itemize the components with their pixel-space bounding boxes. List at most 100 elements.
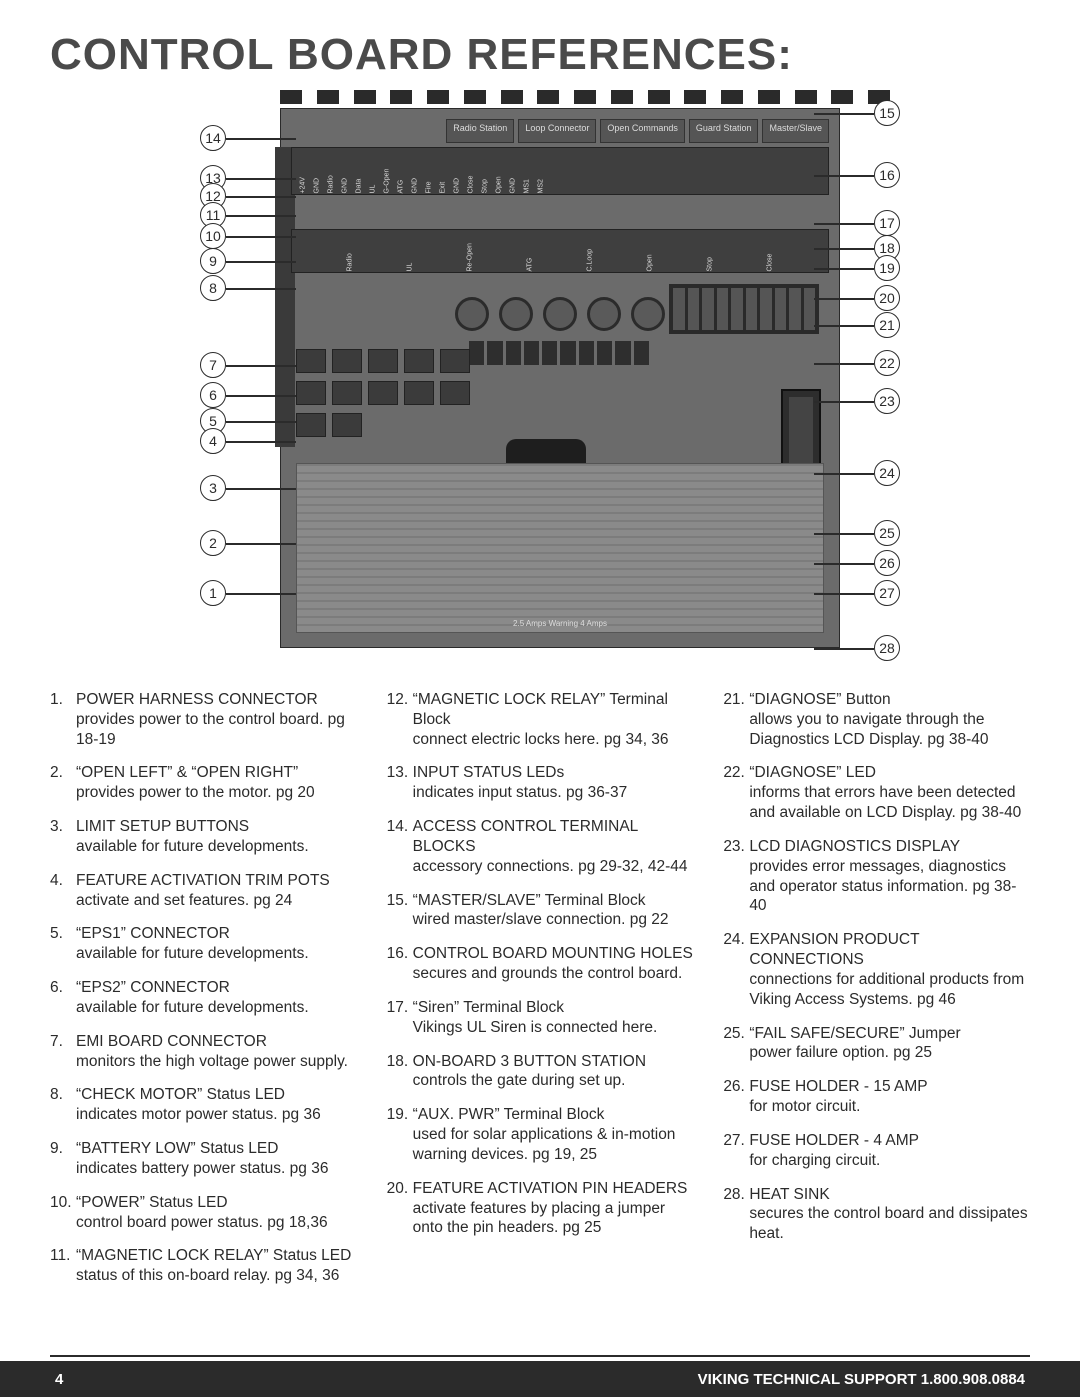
leader-line	[814, 401, 874, 403]
reference-item: 21.“DIAGNOSE” Buttonallows you to naviga…	[723, 690, 1030, 749]
callout-21: 21	[874, 312, 900, 338]
board-diagram: Radio StationLoop ConnectorOpen Commands…	[180, 90, 900, 665]
reference-number: 1.	[50, 690, 63, 710]
reference-number: 15.	[387, 891, 409, 911]
callout-20: 20	[874, 285, 900, 311]
reference-item: 10.“POWER” Status LEDcontrol board power…	[50, 1193, 357, 1233]
callout-19: 19	[874, 255, 900, 281]
callout-28: 28	[874, 635, 900, 661]
callout-22: 22	[874, 350, 900, 376]
reference-desc: indicates input status. pg 36-37	[413, 783, 694, 803]
reference-desc: status of this on-board relay. pg 34, 36	[76, 1266, 357, 1286]
reference-item: 22.“DIAGNOSE” LEDinforms that errors hav…	[723, 763, 1030, 822]
leader-line	[814, 563, 874, 565]
reference-number: 27.	[723, 1131, 745, 1151]
reference-number: 17.	[387, 998, 409, 1018]
leader-line	[226, 365, 296, 367]
reference-number: 13.	[387, 763, 409, 783]
terminal-block-row-2: RadioULRe-OpenATGC.LoopOpenStopClose	[291, 229, 829, 273]
reference-item: 15.“MASTER/SLAVE” Terminal Blockwired ma…	[387, 891, 694, 931]
reference-title: “MAGNETIC LOCK RELAY” Terminal Block	[413, 690, 694, 730]
reference-desc: provides power to the control board. pg …	[76, 710, 357, 750]
terminal-header-label: Open Commands	[600, 119, 685, 143]
leader-line	[814, 223, 874, 225]
callout-6: 6	[200, 382, 226, 408]
leader-line	[226, 261, 296, 263]
heat-sink: 2.5 Amps Warning 4 Amps	[296, 463, 824, 633]
leader-line	[814, 533, 874, 535]
reference-item: 5. “EPS1” CONNECTORavailable for future d…	[50, 924, 357, 964]
reference-title: “DIAGNOSE” LED	[749, 763, 1030, 783]
reference-item: 12.“MAGNETIC LOCK RELAY” Terminal Blockc…	[387, 690, 694, 749]
reference-desc: controls the gate during set up.	[413, 1071, 694, 1091]
callout-9: 9	[200, 248, 226, 274]
reference-title: “EPS1” CONNECTOR	[76, 924, 357, 944]
reference-number: 10.	[50, 1193, 72, 1213]
reference-item: 9.“BATTERY LOW” Status LED indicates bat…	[50, 1139, 357, 1179]
terminal-header-label: Master/Slave	[762, 119, 829, 143]
reference-title: “CHECK MOTOR” Status LED	[76, 1085, 357, 1105]
reference-desc: available for future developments.	[76, 944, 357, 964]
callout-1: 1	[200, 580, 226, 606]
reference-desc: available for future developments.	[76, 837, 357, 857]
reference-desc: informs that errors have been detected a…	[749, 783, 1030, 823]
reference-title: EMI BOARD CONNECTOR	[76, 1032, 357, 1052]
page-title: CONTROL BOARD REFERENCES:	[50, 30, 1030, 80]
callout-3: 3	[200, 475, 226, 501]
callout-7: 7	[200, 352, 226, 378]
callout-14: 14	[200, 125, 226, 151]
reference-number: 5.	[50, 924, 63, 944]
reference-desc: indicates battery power status. pg 36	[76, 1159, 357, 1179]
trim-pot-knob	[499, 297, 533, 331]
terminal-header-label: Guard Station	[689, 119, 759, 143]
reference-item: 28.HEAT SINKsecures the control board an…	[723, 1185, 1030, 1244]
reference-item: 2.“OPEN LEFT” & “OPEN RIGHT”provides pow…	[50, 763, 357, 803]
reference-item: 14.ACCESS CONTROL TERMINAL BLOCKSaccesso…	[387, 817, 694, 876]
terminal-header-row: Radio StationLoop ConnectorOpen Commands…	[281, 119, 829, 143]
callout-16: 16	[874, 162, 900, 188]
reference-desc: connect electric locks here. pg 34, 36	[413, 730, 694, 750]
leader-line	[226, 395, 296, 397]
reference-desc: activate features by placing a jumper on…	[413, 1199, 694, 1239]
reference-desc: available for future developments.	[76, 998, 357, 1018]
callout-23: 23	[874, 388, 900, 414]
callout-25: 25	[874, 520, 900, 546]
reference-title: ACCESS CONTROL TERMINAL BLOCKS	[413, 817, 694, 857]
reference-title: “MASTER/SLAVE” Terminal Block	[413, 891, 694, 911]
leader-line	[226, 441, 296, 443]
reference-title: FEATURE ACTIVATION PIN HEADERS	[413, 1179, 694, 1199]
reference-desc: used for solar applications & in-motion …	[413, 1125, 694, 1165]
trim-pot-knob	[587, 297, 621, 331]
leader-line	[814, 593, 874, 595]
reference-item: 24.EXPANSION PRODUCT CONNECTIONSconnecti…	[723, 930, 1030, 1009]
reference-item: 16.CONTROL BOARD MOUNTING HOLESsecures a…	[387, 944, 694, 984]
reference-number: 14.	[387, 817, 409, 837]
page-number: 4	[55, 1371, 63, 1388]
page-footer: 4 VIKING TECHNICAL SUPPORT 1.800.908.088…	[0, 1361, 1080, 1397]
reference-title: FUSE HOLDER - 4 AMP	[749, 1131, 1030, 1151]
pin-header-row	[469, 341, 649, 365]
reference-number: 8.	[50, 1085, 63, 1105]
reference-item: 7.EMI BOARD CONNECTORmonitors the high v…	[50, 1032, 357, 1072]
trim-pot-knob	[543, 297, 577, 331]
leader-line	[226, 236, 296, 238]
leader-line	[814, 648, 874, 650]
terminal-header-label: Radio Station	[446, 119, 514, 143]
reference-number: 28.	[723, 1185, 745, 1205]
reference-title: FEATURE ACTIVATION TRIM POTS	[76, 871, 357, 891]
leader-line	[814, 298, 874, 300]
reference-number: 23.	[723, 837, 745, 857]
terminal-header-label: Loop Connector	[518, 119, 596, 143]
reference-number: 16.	[387, 944, 409, 964]
reference-desc: allows you to navigate through the Diagn…	[749, 710, 1030, 750]
reference-title: LIMIT SETUP BUTTONS	[76, 817, 357, 837]
leader-line	[226, 196, 296, 198]
leader-line	[226, 288, 296, 290]
reference-item: 25.“FAIL SAFE/SECURE” Jumperpower failur…	[723, 1024, 1030, 1064]
terminal-block-row-1: +24VGNDRadioGNDDataULG-OpenATGGNDFireExi…	[291, 147, 829, 195]
footer-rule	[50, 1355, 1030, 1357]
reference-desc: accessory connections. pg 29-32, 42-44	[413, 857, 694, 877]
callout-17: 17	[874, 210, 900, 236]
reference-title: “POWER” Status LED	[76, 1193, 357, 1213]
reference-number: 12.	[387, 690, 409, 710]
